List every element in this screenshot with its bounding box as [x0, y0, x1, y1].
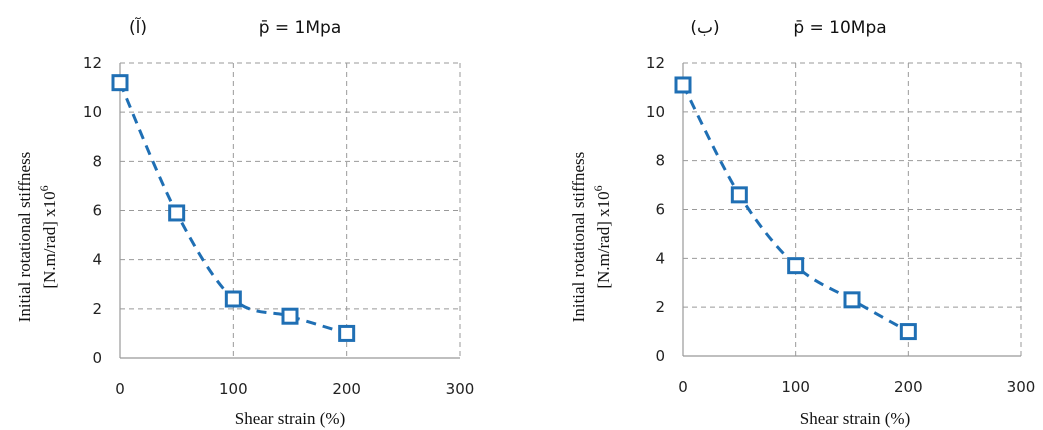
y-tick-label: 2: [655, 298, 665, 316]
y-axis-title-line1: Initial rotational stiffness: [569, 152, 588, 323]
x-tick-label: 0: [678, 378, 688, 396]
chart-title: p̄ = 10Mpa: [793, 18, 886, 38]
x-axis-title: Shear strain (%): [235, 409, 345, 428]
x-tick-label: 300: [1007, 378, 1036, 396]
y-axis-title-unit: [N.m/rad] x10: [594, 191, 613, 288]
y-tick-label: 0: [92, 349, 102, 367]
chart-title: p̄ = 1Mpa: [259, 18, 342, 38]
chart-panel-10mpa: 0 2 4 6 8 10 12 0 100 200 300 Shear strain (%) Initi…: [569, 18, 1035, 428]
data-point-marker: [674, 76, 692, 94]
x-tick-label: 100: [219, 380, 248, 398]
panel-label: (ب): [690, 18, 719, 38]
data-point-marker: [111, 74, 129, 92]
y-tick-label: 4: [92, 251, 102, 269]
data-point-marker: [168, 204, 186, 222]
x-tick-label: 200: [894, 378, 923, 396]
x-tick-label: 200: [332, 380, 361, 398]
x-tick-label: 0: [115, 380, 125, 398]
y-tick-label: 4: [655, 249, 665, 267]
chart-panel-1mpa: 0 2 4 6 8 10 12 0 100 200 300 Shear strain (%) Initi…: [15, 16, 474, 428]
y-axis-title-exponent: 6: [37, 185, 51, 191]
y-axis-title-unit: [N.m/rad] x10: [40, 191, 59, 288]
y-tick-label: 2: [92, 300, 102, 318]
y-axis-title-exponent: 6: [591, 185, 605, 191]
x-axis-title: Shear strain (%): [800, 409, 910, 428]
y-tick-label: 10: [646, 103, 665, 121]
y-tick-label: 12: [646, 54, 665, 72]
data-point-marker: [843, 291, 861, 309]
data-point-marker: [338, 324, 356, 342]
data-point-marker: [899, 323, 917, 341]
panel-label: (آ): [129, 16, 147, 38]
y-tick-label: 12: [83, 54, 102, 72]
data-point-marker: [730, 186, 748, 204]
data-point-marker: [224, 290, 242, 308]
x-tick-label: 300: [446, 380, 475, 398]
y-axis-title-line1: Initial rotational stiffness: [15, 152, 34, 323]
data-point-marker: [281, 307, 299, 325]
x-tick-label: 100: [781, 378, 810, 396]
data-point-marker: [787, 257, 805, 275]
y-axis-title-line2: [N.m/rad] x106: [37, 185, 59, 288]
y-tick-label: 8: [655, 152, 665, 170]
y-tick-label: 10: [83, 103, 102, 121]
y-tick-label: 6: [92, 202, 102, 220]
y-tick-label: 0: [655, 347, 665, 365]
y-axis-title-line2: [N.m/rad] x106: [591, 185, 613, 288]
y-tick-label: 8: [92, 152, 102, 170]
y-tick-label: 6: [655, 201, 665, 219]
